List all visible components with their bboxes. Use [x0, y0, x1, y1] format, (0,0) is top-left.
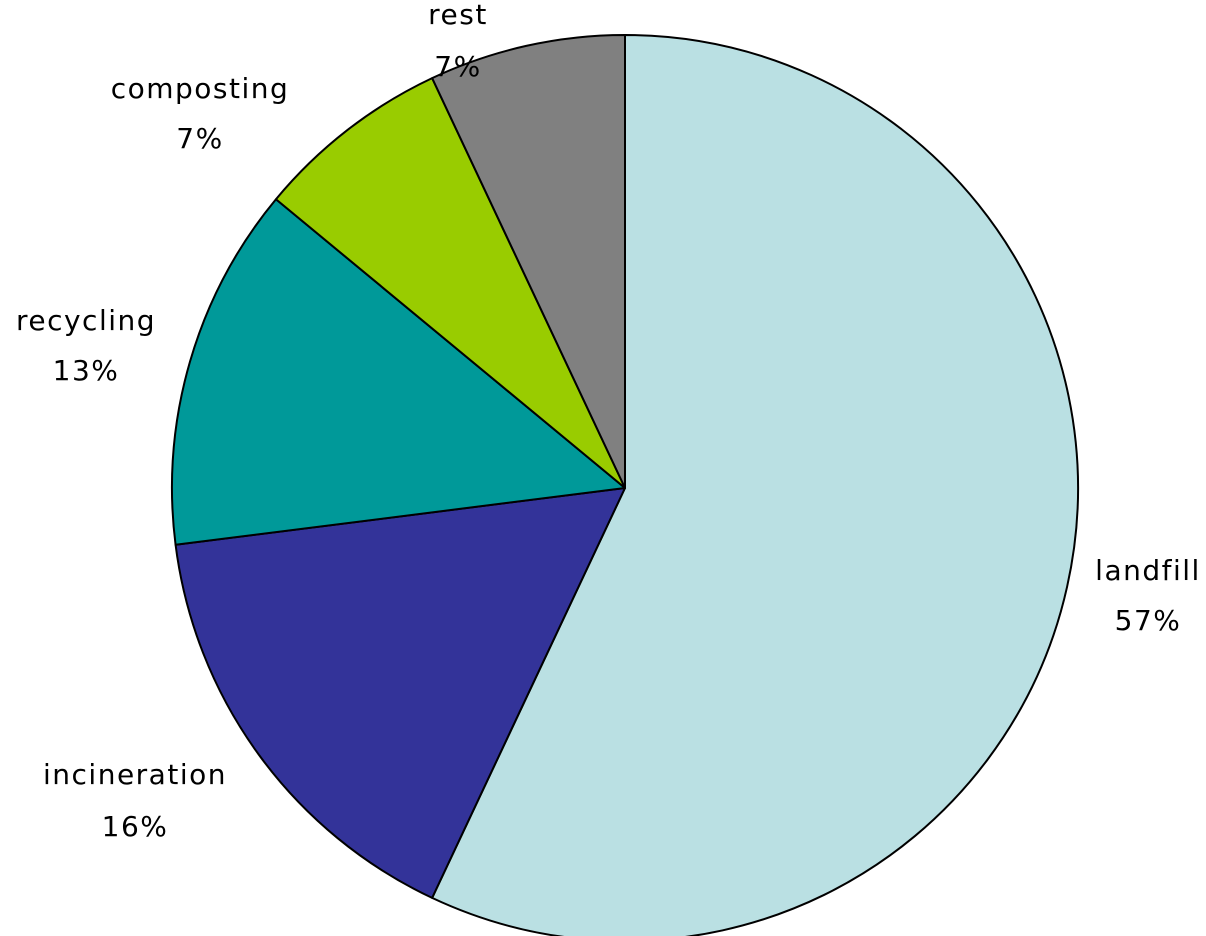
- slice-percent-landfill: 57%: [1115, 604, 1182, 637]
- slices-layer: [171, 34, 1079, 936]
- pie-slice-incineration: [174, 487, 626, 899]
- slice-label-incineration: incineration: [43, 758, 227, 791]
- slice-label-recycling: recycling: [16, 304, 156, 337]
- pie-slice-rest: [431, 34, 626, 489]
- pie-slice-landfill: [431, 34, 1079, 936]
- pie-slice-recycling: [171, 198, 626, 546]
- slice-label-composting: composting: [111, 72, 290, 105]
- pie-slice-composting: [274, 77, 626, 489]
- slice-percent-recycling: 13%: [53, 354, 120, 387]
- slice-label-rest: rest: [428, 0, 488, 31]
- slice-label-landfill: landfill: [1095, 554, 1201, 587]
- slice-percent-rest: 7%: [434, 50, 481, 83]
- slice-percent-composting: 7%: [176, 122, 223, 155]
- slice-percent-incineration: 16%: [102, 810, 169, 843]
- labels-layer: landfill 57% incineration 16% recycling 13% co…: [16, 0, 1201, 843]
